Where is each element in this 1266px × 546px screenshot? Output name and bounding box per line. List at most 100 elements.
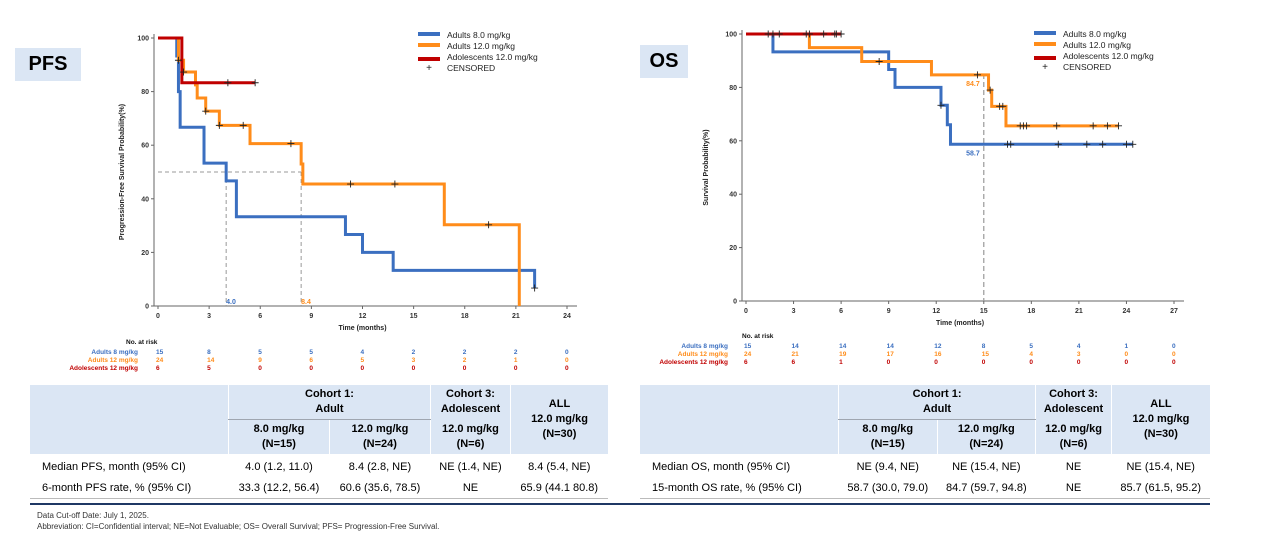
legend-censor-icon: + bbox=[426, 63, 432, 74]
at-risk-count: 0 bbox=[887, 359, 891, 366]
at-risk-count: 2 bbox=[412, 349, 416, 356]
header-8mg: 8.0 mg/kg (N=15) bbox=[838, 419, 938, 454]
at-risk-count: 21 bbox=[792, 351, 800, 358]
legend-label: CENSORED bbox=[447, 63, 495, 73]
header-adol-12mg: 12.0 mg/kg (N=6) bbox=[1035, 419, 1112, 454]
censor-mark bbox=[805, 30, 813, 38]
censor-mark bbox=[1083, 140, 1091, 148]
landmark-label: 84.7 bbox=[966, 81, 980, 88]
footnote-abbreviations: Abbreviation: CI=Confidential interval; … bbox=[37, 522, 440, 531]
censor-mark bbox=[391, 180, 399, 188]
censor-mark bbox=[1023, 122, 1031, 130]
x-tick-label: 0 bbox=[156, 313, 160, 320]
at-risk-count: 24 bbox=[156, 357, 164, 364]
at-risk-count: 0 bbox=[514, 365, 518, 372]
at-risk-count: 0 bbox=[258, 365, 262, 372]
at-risk-count: 1 bbox=[1124, 343, 1128, 350]
y-tick-label: 80 bbox=[141, 89, 149, 96]
censor-mark bbox=[1007, 140, 1015, 148]
os-badge: OS bbox=[640, 45, 688, 78]
legend-swatch-adult8 bbox=[1034, 31, 1056, 35]
km-curve-adult8 bbox=[158, 36, 537, 289]
censor-mark bbox=[1103, 122, 1111, 130]
at-risk-count: 14 bbox=[207, 357, 215, 364]
x-tick-label: 9 bbox=[887, 308, 891, 315]
header-cohort1-label: Cohort 1: Adult bbox=[912, 388, 962, 415]
header-all-label: ALL bbox=[548, 398, 571, 410]
row-label: Median OS, month (95% CI) bbox=[652, 460, 791, 473]
x-tick-label: 0 bbox=[744, 308, 748, 315]
at-risk-count: 3 bbox=[1077, 351, 1081, 358]
censor-mark bbox=[820, 30, 828, 38]
legend-swatch-adol12 bbox=[1034, 56, 1056, 60]
cell: NE (9.4, NE) bbox=[856, 460, 919, 473]
header-cohort1-label: Cohort 1: Adult bbox=[305, 388, 354, 415]
legend-swatch-adult12 bbox=[418, 43, 440, 47]
x-tick-label: 24 bbox=[563, 313, 571, 320]
at-risk-count: 5 bbox=[1029, 343, 1033, 350]
y-tick-label: 40 bbox=[729, 192, 737, 199]
legend-censor-icon: + bbox=[1042, 62, 1048, 73]
censor-mark bbox=[875, 58, 883, 66]
censor-mark bbox=[239, 121, 247, 129]
pfs-summary-table: Cohort 1: Adult Cohort 3: Adolescent ALL… bbox=[30, 385, 608, 499]
cell: 60.6 (35.6, 78.5) bbox=[329, 477, 431, 499]
y-tick-label: 100 bbox=[725, 32, 737, 39]
x-tick-label: 24 bbox=[1123, 308, 1131, 315]
legend-label: Adults 8.0 mg/kg bbox=[447, 30, 511, 40]
header-all-label: ALL bbox=[1150, 398, 1172, 410]
censor-mark bbox=[837, 30, 845, 38]
y-tick-label: 0 bbox=[733, 299, 737, 306]
at-risk-count: 3 bbox=[412, 357, 416, 364]
x-tick-label: 3 bbox=[207, 313, 211, 320]
y-axis-label: Progression-Free Survival Probability(%) bbox=[119, 104, 126, 240]
y-tick-label: 80 bbox=[729, 85, 737, 92]
at-risk-count: 8 bbox=[207, 349, 211, 356]
x-tick-label: 12 bbox=[359, 313, 367, 320]
cell: 58.7 (30.0, 79.0) bbox=[838, 477, 938, 499]
cell: NE (1.4, NE) bbox=[439, 460, 502, 473]
censor-mark bbox=[202, 107, 210, 115]
at-risk-count: 4 bbox=[361, 349, 365, 356]
at-risk-count: 0 bbox=[463, 365, 467, 372]
at-risk-count: 8 bbox=[982, 343, 986, 350]
header-cohort3: Cohort 3: Adolescent bbox=[429, 385, 511, 420]
at-risk-count: 0 bbox=[1172, 359, 1176, 366]
cell: 8.4 (5.4, NE) bbox=[528, 460, 591, 473]
censor-mark bbox=[1099, 140, 1107, 148]
at-risk-count: 2 bbox=[514, 349, 518, 356]
at-risk-count: 6 bbox=[792, 359, 796, 366]
at-risk-count: 1 bbox=[839, 359, 843, 366]
at-risk-count: 16 bbox=[934, 351, 942, 358]
cell: 33.3 (12.2, 56.4) bbox=[228, 477, 330, 499]
at-risk-count: 0 bbox=[934, 359, 938, 366]
censor-mark bbox=[937, 101, 945, 109]
at-risk-count: 24 bbox=[744, 351, 752, 358]
legend-label: Adolescents 12.0 mg/kg bbox=[1063, 51, 1154, 61]
at-risk-count: 0 bbox=[565, 349, 569, 356]
censor-mark bbox=[215, 121, 223, 129]
footnote-cutoff: Data Cut-off Date: July 1, 2025. bbox=[37, 511, 149, 520]
y-tick-label: 40 bbox=[141, 196, 149, 203]
at-risk-count: 5 bbox=[361, 357, 365, 364]
landmark-label: 58.7 bbox=[966, 150, 980, 157]
header-cohort1: Cohort 1: Adult bbox=[837, 385, 1036, 420]
y-tick-label: 100 bbox=[137, 36, 149, 43]
y-tick-label: 60 bbox=[729, 138, 737, 145]
cell: NE (15.4, NE) bbox=[952, 460, 1021, 473]
x-tick-label: 3 bbox=[792, 308, 796, 315]
legend-label: CENSORED bbox=[1063, 62, 1111, 72]
at-risk-count: 14 bbox=[887, 343, 895, 350]
censor-mark bbox=[347, 180, 355, 188]
row-label: Median PFS, month (95% CI) bbox=[42, 460, 186, 473]
x-tick-label: 21 bbox=[1075, 308, 1083, 315]
header-all-sub: 12.0 mg/kg (N=30) bbox=[1132, 413, 1190, 440]
at-risk-count: 15 bbox=[744, 343, 752, 350]
censor-mark bbox=[1054, 140, 1062, 148]
table-row: Median PFS, month (95% CI) 4.0 (1.2, 11.… bbox=[30, 454, 608, 477]
censor-mark bbox=[224, 79, 232, 87]
y-tick-label: 20 bbox=[729, 245, 737, 252]
x-tick-label: 21 bbox=[512, 313, 520, 320]
at-risk-count: 0 bbox=[412, 365, 416, 372]
